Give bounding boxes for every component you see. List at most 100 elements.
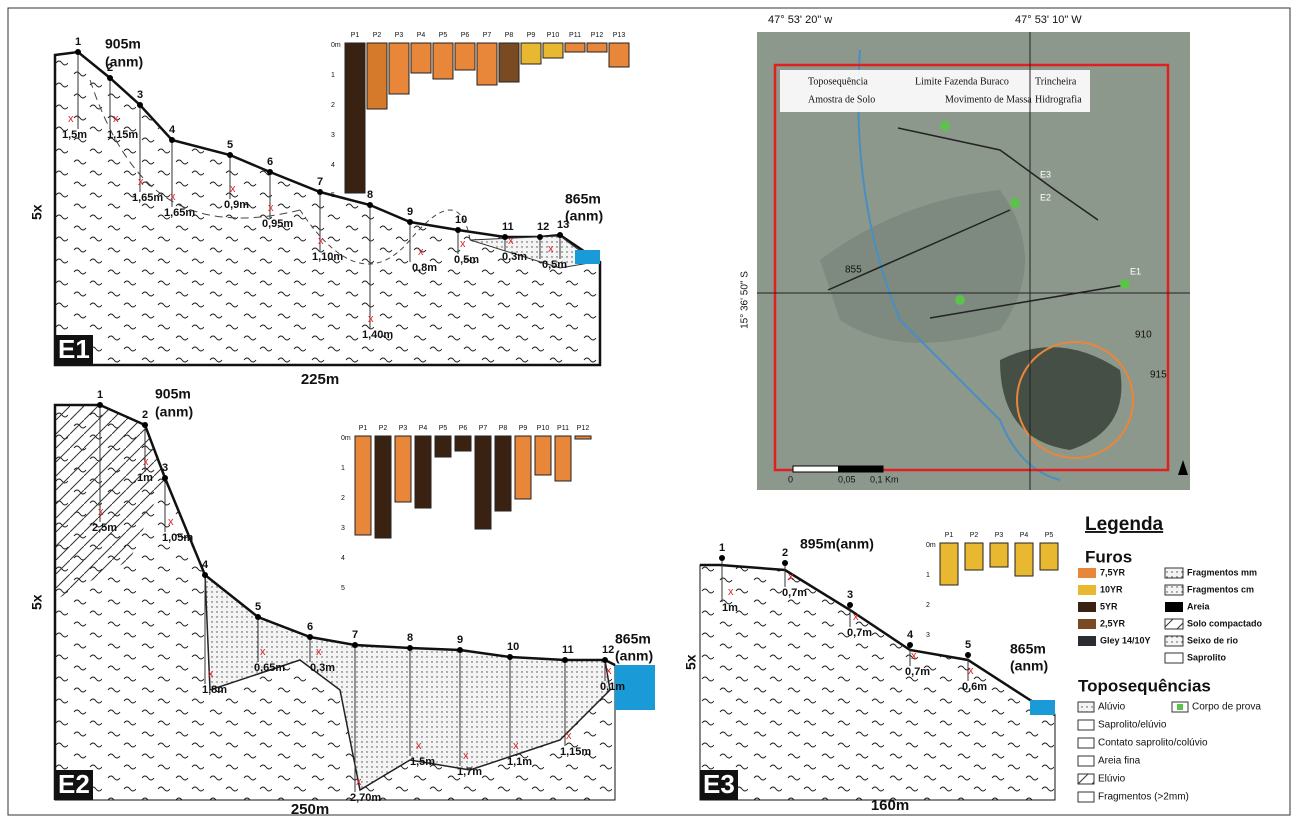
legend-toposequence-label: Elúvio (1098, 774, 1126, 785)
point-marker (907, 642, 913, 648)
point-marker (137, 102, 143, 108)
point-label: 4 (907, 629, 914, 641)
inset-column (411, 43, 431, 73)
point-label: 3 (847, 589, 853, 601)
legend-subtitle: Toposequências (1078, 676, 1211, 695)
legend-swatch (1078, 568, 1096, 578)
inset-column (499, 43, 519, 82)
point-marker (719, 555, 725, 561)
fragment-mark: x (138, 176, 144, 188)
inset-depth-tick: 0m (331, 42, 341, 49)
depth-label: 0,95m (262, 218, 293, 230)
fragment-mark: x (566, 730, 572, 742)
depth-label: 0,3m (310, 662, 335, 674)
depth-label: 1,8m (202, 684, 227, 696)
inset-column-label: P10 (537, 425, 550, 432)
inset-column (475, 436, 491, 529)
inset-depth-tick: 4 (331, 162, 335, 169)
point-label: 7 (352, 629, 358, 641)
legend-texture-label: Seixo de rio (1187, 635, 1239, 645)
top-ref: (anm) (105, 54, 143, 70)
point-marker (782, 560, 788, 566)
inset-column (587, 43, 607, 52)
top-elevation: 905m (155, 386, 191, 402)
depth-label: 1m (722, 602, 738, 614)
fragment-mark: x (853, 611, 859, 623)
top-elevation: 905m (105, 36, 141, 52)
inset-column (609, 43, 629, 67)
panel-label: E3 (703, 769, 735, 799)
bottom-elevation: 865m (615, 631, 651, 647)
inset-column (433, 43, 453, 79)
depth-label: 0,5m (542, 259, 567, 271)
inset-column-label: P1 (351, 32, 360, 39)
point-marker (307, 634, 313, 640)
point-marker (75, 49, 81, 55)
inset-column (1015, 543, 1033, 576)
depth-label: 1m (137, 472, 153, 484)
inset-column (395, 436, 411, 502)
fragment-mark: x (508, 235, 514, 247)
point-marker (107, 75, 113, 81)
inset-column-label: P3 (995, 532, 1004, 539)
inset-depth-tick: 4 (341, 555, 345, 562)
fragment-mark: x (460, 238, 466, 250)
inset-depth-tick: 2 (331, 102, 335, 109)
legend-color-label: 10YR (1100, 584, 1123, 594)
inset-column-label: P5 (1045, 532, 1054, 539)
inset-column-label: P2 (379, 425, 388, 432)
legend-texture-label: Solo compactado (1187, 618, 1263, 628)
point-label: 11 (562, 644, 574, 656)
point-marker (227, 152, 233, 158)
legend-color-label: Gley 14/10Y (1100, 635, 1151, 645)
point-label: 5 (227, 139, 233, 151)
inset-column-label: P9 (527, 32, 536, 39)
inset-column-label: P6 (461, 32, 470, 39)
point-label: 8 (367, 189, 373, 201)
inset-column-label: P10 (547, 32, 560, 39)
fragment-mark: x (318, 235, 324, 247)
point-label: 10 (455, 214, 467, 226)
depth-label: 1,65m (132, 192, 163, 204)
inset-column (455, 43, 475, 70)
map-legend-label: Limite Fazenda Buraco (915, 76, 1009, 87)
fragment-mark: x (113, 113, 119, 125)
legend-texture-label: Areia (1187, 601, 1211, 611)
inset-column-label: P8 (499, 425, 508, 432)
contour-label: 915 (1150, 370, 1167, 381)
point-label: 1 (97, 389, 103, 401)
depth-label: 1,1m (507, 756, 532, 768)
point-marker (142, 422, 148, 428)
legend-subtitle: Furos (1085, 547, 1132, 566)
depth-label: 0,8m (412, 262, 437, 274)
point-label: 3 (162, 462, 168, 474)
top-elevation: 895m(anm) (800, 536, 874, 552)
inset-column-label: P11 (569, 32, 581, 39)
inset-depth-tick: 1 (926, 572, 930, 579)
point-label: 12 (537, 221, 549, 233)
fragment-mark: x (208, 668, 214, 680)
inset-depth-tick: 5 (341, 585, 345, 592)
bottom-ref: (anm) (615, 648, 653, 664)
exaggeration-label: 5x (29, 594, 45, 610)
fragment-mark: x (463, 750, 469, 762)
inset-column (543, 43, 563, 58)
point-label: 2 (782, 547, 788, 559)
trench-label: E1 (1130, 266, 1141, 276)
point-marker (562, 657, 568, 663)
point-label: 9 (407, 206, 413, 218)
fragment-mark: x (513, 740, 519, 752)
inset-depth-tick: 0m (926, 542, 936, 549)
inset-column (415, 436, 431, 508)
inset-column (477, 43, 497, 85)
fragment-mark: x (911, 650, 917, 662)
depth-label: 1,15m (107, 129, 138, 141)
inset-column (965, 543, 983, 570)
inset-column-label: P9 (519, 425, 528, 432)
depth-label: 0,3m (502, 251, 527, 263)
fragment-mark: x (368, 313, 374, 325)
depth-label: 1,65m (164, 207, 195, 219)
inset-column (375, 436, 391, 538)
point-marker (97, 402, 103, 408)
legend-toposequence-label: Fragmentos (>2mm) (1098, 792, 1189, 803)
